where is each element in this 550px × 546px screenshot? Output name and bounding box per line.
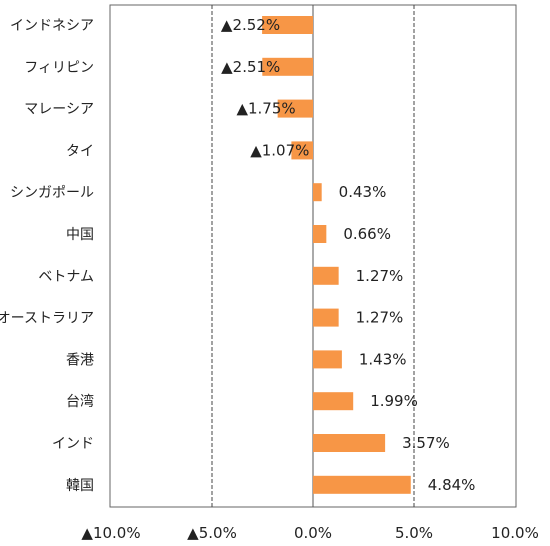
bar <box>313 183 322 202</box>
category-label: インド <box>52 436 94 452</box>
value-label: ▲2.52% <box>221 16 280 34</box>
value-label: ▲2.51% <box>221 58 280 76</box>
bar <box>313 308 339 327</box>
value-label: 3.57% <box>402 434 450 452</box>
category-label: ベトナム <box>38 269 94 285</box>
bar <box>313 266 339 285</box>
category-label: タイ <box>66 143 94 159</box>
bar <box>262 57 313 76</box>
value-label: 1.27% <box>356 267 404 285</box>
value-label: 0.66% <box>343 225 391 243</box>
bar <box>277 99 313 118</box>
value-label: 4.84% <box>428 476 476 494</box>
category-label: フィリピン <box>24 60 94 76</box>
x-tick-label: 10.0% <box>491 524 539 542</box>
value-labels: ▲2.52% ▲2.51% ▲1.75% ▲1.07% 0.43% 0.66% 1.27% 1… <box>221 16 476 494</box>
x-tick-label: 5.0% <box>395 524 433 542</box>
bar <box>291 141 313 160</box>
value-label: 1.99% <box>370 392 418 410</box>
category-labels: インドネシアフィリピンマレーシアタイシンガポール中国ベトナムオーストラリア香港台… <box>0 18 94 494</box>
bar <box>313 350 342 369</box>
gridlines <box>211 5 415 507</box>
category-label: 香港 <box>66 352 94 368</box>
value-label: 0.43% <box>339 183 387 201</box>
category-label: マレーシア <box>24 102 94 118</box>
category-label: シンガポール <box>10 185 94 201</box>
x-tick-label: ▲10.0% <box>81 524 140 542</box>
value-label: ▲1.75% <box>236 100 295 118</box>
x-tick-label: 0.0% <box>294 524 332 542</box>
category-label: 台湾 <box>66 393 94 410</box>
category-label: オーストラリア <box>0 311 94 327</box>
bar <box>313 225 327 243</box>
category-label: 韓国 <box>66 478 94 494</box>
category-label: インドネシア <box>10 18 94 34</box>
value-label: ▲1.07% <box>250 141 309 159</box>
bar <box>313 392 354 411</box>
value-label: 1.27% <box>356 309 404 327</box>
category-label: 中国 <box>66 227 94 243</box>
bar <box>313 434 386 452</box>
bar <box>313 475 411 494</box>
x-tick-labels: ▲10.0% ▲5.0% 0.0% 5.0% 10.0% <box>81 524 538 542</box>
bars <box>262 16 411 494</box>
value-label: 1.43% <box>359 350 407 368</box>
bar <box>262 16 313 34</box>
x-tick-label: ▲5.0% <box>187 524 237 542</box>
